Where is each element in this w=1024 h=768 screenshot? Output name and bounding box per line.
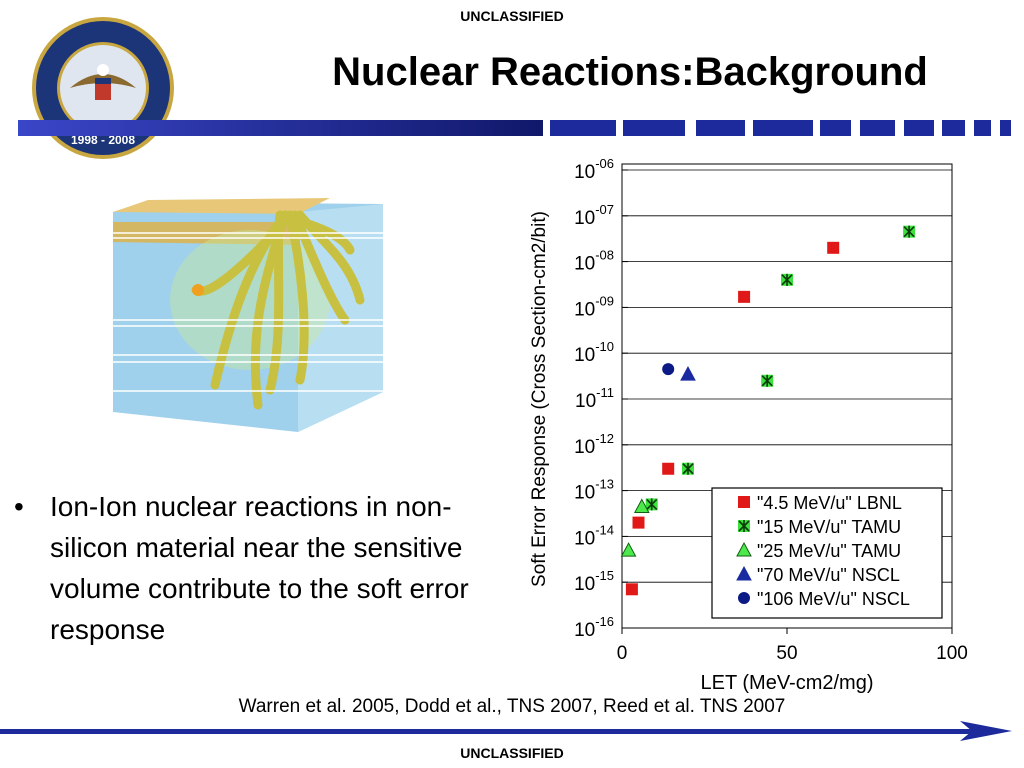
legend-marker (738, 592, 750, 604)
marker-part (680, 366, 696, 381)
marker-part (625, 583, 638, 596)
legend-marker (738, 520, 750, 532)
y-tick-label: 10-11 (575, 385, 614, 412)
legend-label: "106 MeV/u" NSCL (757, 589, 910, 609)
slide-title: Nuclear Reactions:Background (332, 50, 928, 94)
y-tick-label: 10-06 (574, 156, 614, 183)
marker-part (632, 516, 645, 529)
data-point (680, 366, 696, 381)
x-tick-label: 50 (776, 643, 797, 664)
y-tick-label: 10-12 (574, 431, 614, 458)
data-point (633, 498, 650, 513)
y-tick-label: 10-10 (574, 339, 614, 366)
y-tick-label: 10-14 (574, 522, 614, 549)
legend-marker (736, 541, 752, 557)
marker-part (738, 290, 751, 303)
y-tick-label: 10-15 (574, 568, 614, 595)
legend-label: "15 MeV/u" TAMU (757, 517, 901, 537)
marker-part (738, 520, 750, 532)
marker-part (761, 374, 773, 387)
marker-part (738, 496, 750, 508)
data-point (632, 516, 645, 529)
data-point (662, 462, 675, 475)
x-tick-label: 100 (936, 643, 968, 664)
classification-bottom: UNCLASSIFIED (460, 745, 564, 761)
marker-part (903, 225, 915, 238)
marker-part (781, 273, 793, 286)
marker-part (646, 498, 658, 511)
marker-part (682, 462, 694, 475)
cube-illustration (113, 198, 383, 432)
data-point (761, 374, 774, 387)
marker-part (827, 241, 840, 254)
data-point (781, 273, 793, 286)
data-point (903, 225, 916, 238)
legend-marker (736, 565, 752, 581)
legend-box (711, 487, 943, 619)
x-tick-label: 0 (617, 643, 628, 664)
logo-years: 1998 - 2008 (71, 133, 135, 147)
legend-label: "70 MeV/u" NSCL (757, 565, 900, 585)
title-stripe (18, 120, 1011, 136)
marker-part (662, 462, 675, 475)
data-point (645, 498, 658, 511)
classification-top: UNCLASSIFIED (460, 8, 564, 24)
marker-part (620, 542, 637, 557)
y-tick-label: 10-16 (574, 614, 614, 641)
y-tick-label: 10-09 (574, 293, 614, 320)
y-tick-label: 10-13 (574, 477, 614, 504)
data-point (662, 363, 675, 376)
marker-part (662, 363, 675, 376)
data-point (620, 542, 637, 557)
x-axis-label: LET (MeV-cm2/mg) (701, 672, 874, 694)
y-axis-label: Soft Error Response (Cross Section-cm2/b… (529, 211, 550, 587)
data-point (682, 462, 694, 475)
legend-label: "25 MeV/u" TAMU (757, 541, 901, 561)
bullet-text: Ion-Ion nuclear reactions in non-silicon… (50, 491, 469, 645)
data-point (827, 241, 840, 254)
marker-part (736, 565, 752, 581)
y-tick-label: 10-08 (574, 248, 614, 275)
marker-part (633, 498, 650, 513)
bullet-item: • Ion-Ion nuclear reactions in non-silico… (14, 486, 504, 650)
footer-rule (0, 721, 1012, 741)
data-point (625, 583, 638, 596)
legend-label: "4.5 MeV/u" LBNL (757, 493, 902, 513)
bullet-dot: • (14, 491, 24, 522)
y-tick-label: 10-07 (574, 202, 614, 229)
legend-marker (738, 496, 750, 508)
marker-part (736, 541, 752, 557)
data-point (738, 290, 751, 303)
marker-part (738, 592, 750, 604)
citation: Warren et al. 2005, Dodd et al., TNS 200… (238, 696, 786, 717)
